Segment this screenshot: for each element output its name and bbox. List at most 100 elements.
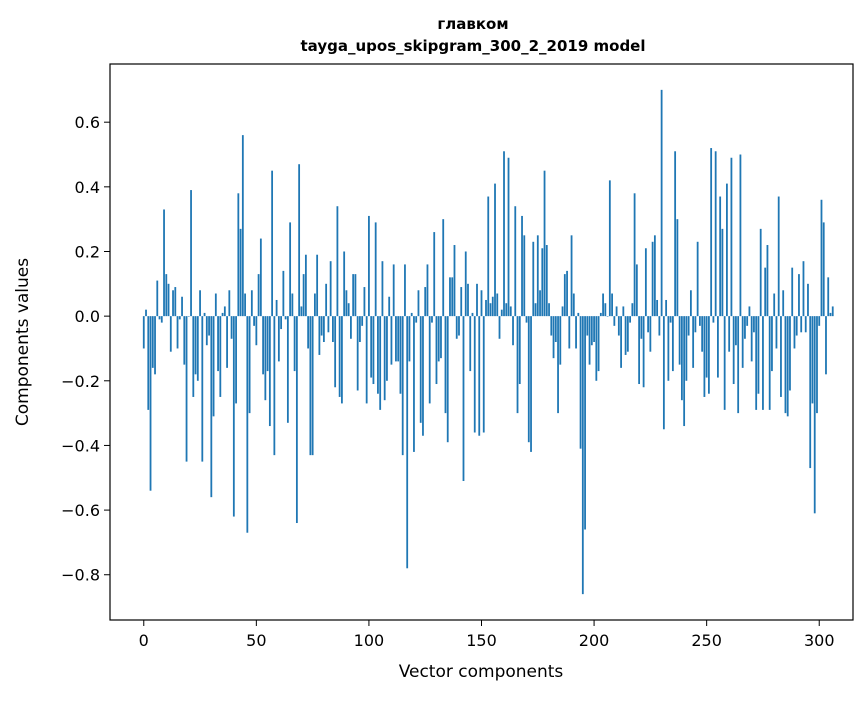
y-tick-label: −0.8: [61, 566, 100, 585]
bar-component-199: [590, 316, 593, 346]
bar-component-249: [703, 316, 706, 397]
x-axis-label: Vector components: [399, 662, 564, 682]
bar-component-7: [158, 316, 161, 320]
bar-component-267: [744, 316, 746, 339]
bar-component-255: [717, 316, 719, 378]
bar-component-8: [160, 316, 163, 323]
bar-component-150: [480, 290, 483, 317]
bar-component-36: [223, 306, 226, 317]
bar-component-211: [617, 316, 620, 336]
y-axis: −0.8 −0.6 −0.4 −0.2 0.0 0.2 0.4 0.6: [61, 113, 110, 585]
bar-component-113: [397, 316, 400, 362]
bar-component-271: [753, 316, 755, 333]
bar-component-294: [804, 316, 807, 333]
bar-component-286: [786, 316, 789, 417]
bar-component-55: [266, 316, 269, 372]
bar-component-3: [149, 316, 152, 491]
bar-component-235: [671, 316, 674, 372]
bar-component-109: [388, 296, 391, 317]
bar-component-40: [232, 316, 235, 517]
bar-component-203: [599, 312, 602, 317]
y-tick-label: 0.4: [75, 178, 100, 197]
bar-component-250: [705, 316, 708, 378]
bar-component-244: [692, 316, 695, 368]
bar-component-256: [719, 196, 722, 317]
bar-component-236: [674, 151, 677, 317]
bar-component-146: [471, 312, 474, 317]
bar-component-125: [424, 287, 427, 317]
bar-component-226: [651, 241, 654, 317]
bar-component-56: [268, 316, 271, 427]
bar-component-221: [640, 316, 643, 339]
bar-component-70: [300, 306, 303, 317]
bar-component-132: [440, 316, 442, 359]
bar-component-95: [356, 316, 359, 391]
bar-component-195: [581, 316, 584, 595]
bar-component-128: [431, 316, 433, 323]
bar-component-80: [322, 316, 325, 342]
bar-component-275: [762, 316, 764, 410]
bar-component-278: [768, 316, 771, 410]
bar-component-169: [523, 235, 526, 317]
bar-component-156: [494, 183, 496, 317]
bar-component-274: [759, 228, 762, 317]
bar-component-159: [500, 309, 503, 317]
bar-component-178: [543, 170, 546, 317]
bar-component-217: [631, 303, 634, 317]
bar-component-137: [451, 277, 454, 317]
bar-component-224: [647, 316, 650, 333]
bar-component-162: [507, 157, 510, 317]
x-tick-label: 50: [246, 631, 266, 650]
bar-component-108: [386, 316, 388, 381]
bar-component-96: [359, 316, 361, 342]
x-tick-label: 150: [466, 631, 497, 650]
bar-component-111: [392, 264, 395, 317]
bar-component-293: [802, 261, 805, 317]
y-tick-label: 0.0: [75, 307, 100, 326]
bar-component-290: [795, 316, 798, 336]
bar-component-61: [280, 316, 283, 330]
bar-component-229: [658, 316, 661, 336]
bar-component-262: [732, 316, 735, 385]
bar-component-198: [588, 316, 591, 365]
bar-component-101: [370, 316, 373, 378]
bar-component-291: [798, 274, 800, 317]
bar-component-263: [735, 316, 737, 346]
bar-component-218: [633, 193, 636, 317]
chart-title-line-2: tayga_upos_skipgram_300_2_2019 model: [301, 37, 646, 55]
bar-component-106: [381, 261, 384, 317]
plot-area-frame: [109, 63, 854, 621]
bar-component-57: [271, 170, 274, 317]
bar-component-265: [739, 154, 742, 317]
bar-component-121: [415, 316, 418, 323]
bar-component-306: [831, 306, 834, 317]
bar-component-2: [147, 316, 150, 410]
bar-component-299: [816, 316, 818, 414]
bar-component-93: [352, 274, 355, 317]
bar-component-94: [354, 274, 357, 317]
bar-component-166: [516, 316, 519, 414]
bar-component-58: [273, 316, 276, 456]
bar-component-163: [509, 306, 512, 317]
bar-component-202: [597, 316, 600, 372]
bar-component-27: [203, 312, 206, 317]
bar-component-303: [825, 316, 827, 375]
bar-component-295: [807, 283, 809, 317]
bar-component-248: [701, 316, 704, 352]
bar-component-59: [275, 299, 278, 317]
bar-component-54: [264, 316, 267, 401]
bar-component-172: [530, 316, 532, 452]
bar-component-149: [478, 316, 481, 436]
bar-component-15: [176, 316, 179, 349]
bar-component-104: [377, 316, 379, 394]
bar-component-12: [169, 316, 172, 352]
bar-component-141: [460, 287, 463, 317]
bar-component-29: [208, 316, 210, 336]
bar-component-170: [525, 316, 528, 323]
bar-component-151: [482, 316, 485, 433]
bar-component-181: [550, 316, 553, 336]
bar-component-130: [435, 316, 438, 385]
bar-component-228: [656, 299, 659, 317]
bar-component-192: [575, 316, 577, 349]
bar-component-184: [557, 316, 559, 414]
